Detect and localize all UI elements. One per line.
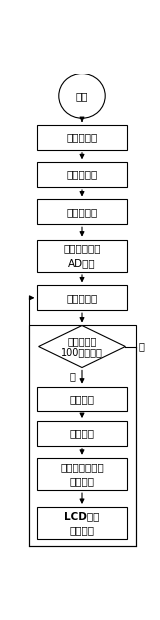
Text: LCD刷新: LCD刷新: [64, 511, 100, 521]
Text: 流量、密度计算: 流量、密度计算: [60, 462, 104, 472]
Text: 是: 是: [69, 371, 75, 381]
Text: 系统初始化: 系统初始化: [66, 133, 98, 143]
Text: 串口通信: 串口通信: [69, 525, 95, 535]
Text: 驱动控制: 驱动控制: [69, 428, 95, 438]
Ellipse shape: [59, 74, 105, 118]
FancyBboxPatch shape: [37, 162, 127, 187]
Text: 同步开启两路: 同步开启两路: [63, 244, 101, 254]
FancyBboxPatch shape: [37, 200, 127, 224]
FancyBboxPatch shape: [37, 125, 127, 150]
FancyBboxPatch shape: [37, 285, 127, 310]
Text: 算法初始化: 算法初始化: [66, 207, 98, 217]
Text: 开始: 开始: [76, 91, 88, 101]
FancyBboxPatch shape: [37, 507, 127, 539]
Polygon shape: [39, 326, 125, 368]
FancyBboxPatch shape: [37, 239, 127, 272]
Text: 采集到新的
100点数据？: 采集到新的 100点数据？: [61, 335, 103, 357]
Text: 调用算法: 调用算法: [69, 394, 95, 404]
Text: 外设初始化: 外设初始化: [66, 170, 98, 180]
Text: 流量管启振: 流量管启振: [66, 293, 98, 303]
FancyBboxPatch shape: [37, 387, 127, 412]
FancyBboxPatch shape: [37, 458, 127, 490]
Text: 否: 否: [139, 342, 144, 352]
Text: 温度补偿: 温度补偿: [69, 476, 95, 486]
FancyBboxPatch shape: [37, 421, 127, 446]
Text: AD转换: AD转换: [68, 258, 96, 268]
